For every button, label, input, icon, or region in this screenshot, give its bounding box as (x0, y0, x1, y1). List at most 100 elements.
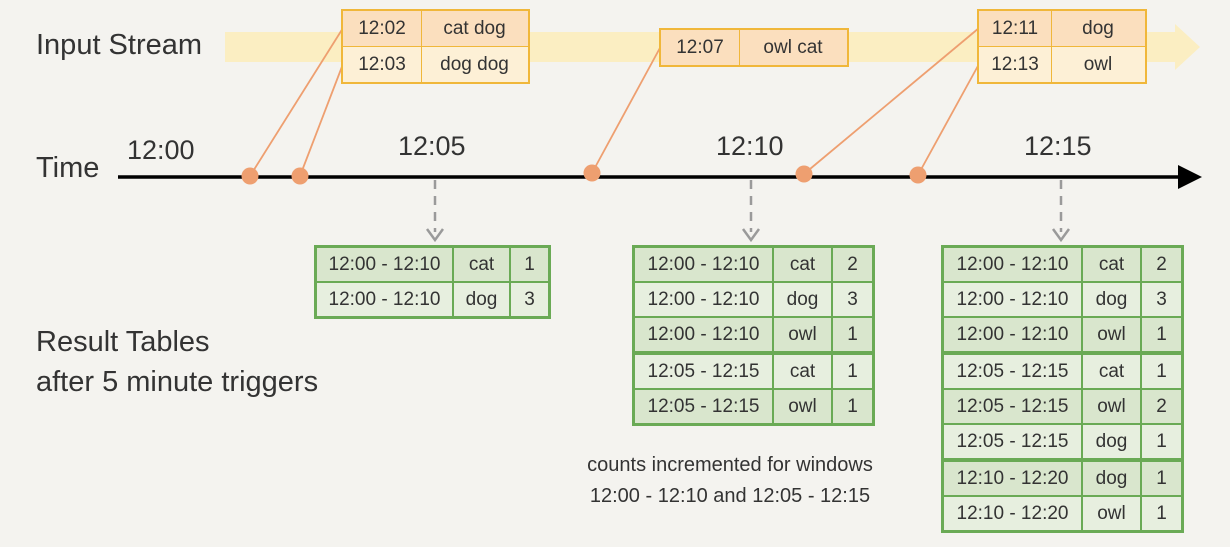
trigger-arrow-1205 (425, 180, 445, 243)
trigger-arrow-1215 (1051, 180, 1071, 243)
tick-label: 12:05 (398, 131, 466, 161)
event-dot (583, 164, 601, 182)
table-row: 12:05 - 12:15 owl 1 (635, 388, 872, 423)
increment-note: counts incremented for windows 12:00 - 1… (540, 450, 920, 512)
connector-line (249, 27, 344, 177)
count-cell: 2 (1140, 248, 1181, 281)
word-cell: owl (1081, 497, 1140, 530)
count-cell: 3 (831, 283, 872, 316)
window-cell: 12:10 - 12:20 (956, 467, 1069, 489)
connector-line (591, 45, 662, 174)
word-cell: owl (1081, 390, 1140, 423)
event-time: 12:07 (661, 30, 740, 65)
trigger-arrow-1210 (741, 180, 761, 243)
word-cell: cat (772, 248, 831, 281)
event-words: owl (1083, 53, 1113, 75)
word-cell: cat (772, 355, 831, 388)
event-words: dog dog (440, 53, 509, 75)
count-cell: 1 (1140, 425, 1181, 458)
tick-label: 12:00 (127, 135, 195, 165)
word-cell: owl (1081, 318, 1140, 351)
window-cell: 12:00 - 12:10 (956, 323, 1069, 345)
count-cell: 1 (831, 355, 872, 388)
event-words: owl cat (763, 36, 823, 58)
event-time: 12:13 (979, 47, 1052, 82)
event-time: 12:02 (343, 11, 422, 46)
window-cell: 12:10 - 12:20 (956, 502, 1069, 524)
window-cell: 12:00 - 12:10 (328, 288, 441, 310)
window-cell: 12:00 - 12:10 (647, 288, 760, 310)
window-cell: 12:05 - 12:15 (647, 360, 760, 382)
window-cell: 12:00 - 12:10 (647, 323, 760, 345)
count-cell: 3 (509, 283, 548, 316)
count-cell: 1 (509, 248, 548, 281)
result-table-1205: 12:00 - 12:10 cat 1 12:00 - 12:10 dog 3 (314, 245, 551, 319)
event-row: 12:07 owl cat (661, 30, 847, 65)
connector-line (803, 27, 980, 175)
event-dot (241, 167, 259, 185)
result-tables-label-line2: after 5 minute triggers (36, 366, 319, 398)
word-cell: dog (1081, 283, 1140, 316)
count-cell: 1 (1140, 462, 1181, 495)
table-row: 12:00 - 12:10 dog 3 (317, 281, 548, 316)
table-row: 12:00 - 12:10 dog 3 (635, 281, 872, 316)
count-cell: 2 (831, 248, 872, 281)
event-time: 12:03 (343, 47, 422, 82)
connector-line (917, 63, 980, 176)
time-label: Time (36, 152, 100, 184)
window-cell: 12:05 - 12:15 (956, 360, 1069, 382)
count-cell: 2 (1140, 390, 1181, 423)
word-cell: dog (1081, 462, 1140, 495)
table-row: 12:00 - 12:10 cat 1 (317, 248, 548, 281)
window-cell: 12:00 - 12:10 (956, 288, 1069, 310)
count-cell: 1 (1140, 355, 1181, 388)
result-tables-label-line1: Result Tables (36, 326, 210, 358)
event-box: 12:02 cat dog 12:03 dog dog (341, 9, 530, 84)
tick-label: 12:15 (1024, 131, 1092, 161)
count-cell: 3 (1140, 283, 1181, 316)
event-dot (291, 167, 309, 185)
table-row: 12:00 - 12:10 cat 2 (944, 248, 1181, 281)
window-cell: 12:05 - 12:15 (956, 430, 1069, 452)
word-cell: dog (452, 283, 509, 316)
connector-line (299, 63, 344, 177)
event-dot (795, 165, 813, 183)
word-cell: cat (1081, 355, 1140, 388)
count-cell: 1 (831, 390, 872, 423)
table-row: 12:00 - 12:10 owl 1 (944, 316, 1181, 351)
event-row: 12:02 cat dog (343, 11, 528, 46)
window-cell: 12:05 - 12:15 (956, 395, 1069, 417)
event-box: 12:07 owl cat (659, 28, 849, 67)
tick-label: 12:10 (716, 131, 784, 161)
word-cell: dog (772, 283, 831, 316)
word-cell: owl (772, 390, 831, 423)
table-row: 12:00 - 12:10 dog 3 (944, 281, 1181, 316)
result-table-1215: 12:00 - 12:10 cat 2 12:00 - 12:10 dog 3 12:00 … (941, 245, 1184, 533)
window-cell: 12:00 - 12:10 (647, 253, 760, 275)
table-row: 12:05 - 12:15 dog 1 (944, 423, 1181, 458)
result-table-1210: 12:00 - 12:10 cat 2 12:00 - 12:10 dog 3 12:00 … (632, 245, 875, 426)
event-words: dog (1082, 17, 1114, 39)
word-cell: dog (1081, 425, 1140, 458)
event-row: 12:03 dog dog (343, 46, 528, 82)
increment-note-line1: counts incremented for windows (587, 454, 873, 476)
word-cell: owl (772, 318, 831, 351)
table-row: 12:05 - 12:15 owl 2 (944, 388, 1181, 423)
word-cell: cat (452, 248, 509, 281)
window-cell: 12:00 - 12:10 (956, 253, 1069, 275)
table-row: 12:00 - 12:10 owl 1 (635, 316, 872, 351)
table-row: 12:00 - 12:10 cat 2 (635, 248, 872, 281)
table-row: 12:10 - 12:20 dog 1 (944, 458, 1181, 495)
event-box: 12:11 dog 12:13 owl (977, 9, 1147, 84)
count-cell: 1 (831, 318, 872, 351)
event-dot (909, 166, 927, 184)
event-time: 12:11 (979, 11, 1052, 46)
event-row: 12:13 owl (979, 46, 1145, 82)
time-axis-arrowhead (1178, 165, 1202, 189)
count-cell: 1 (1140, 497, 1181, 530)
count-cell: 1 (1140, 318, 1181, 351)
window-cell: 12:05 - 12:15 (647, 395, 760, 417)
word-cell: cat (1081, 248, 1140, 281)
table-row: 12:05 - 12:15 cat 1 (944, 351, 1181, 388)
event-words: cat dog (443, 17, 506, 39)
